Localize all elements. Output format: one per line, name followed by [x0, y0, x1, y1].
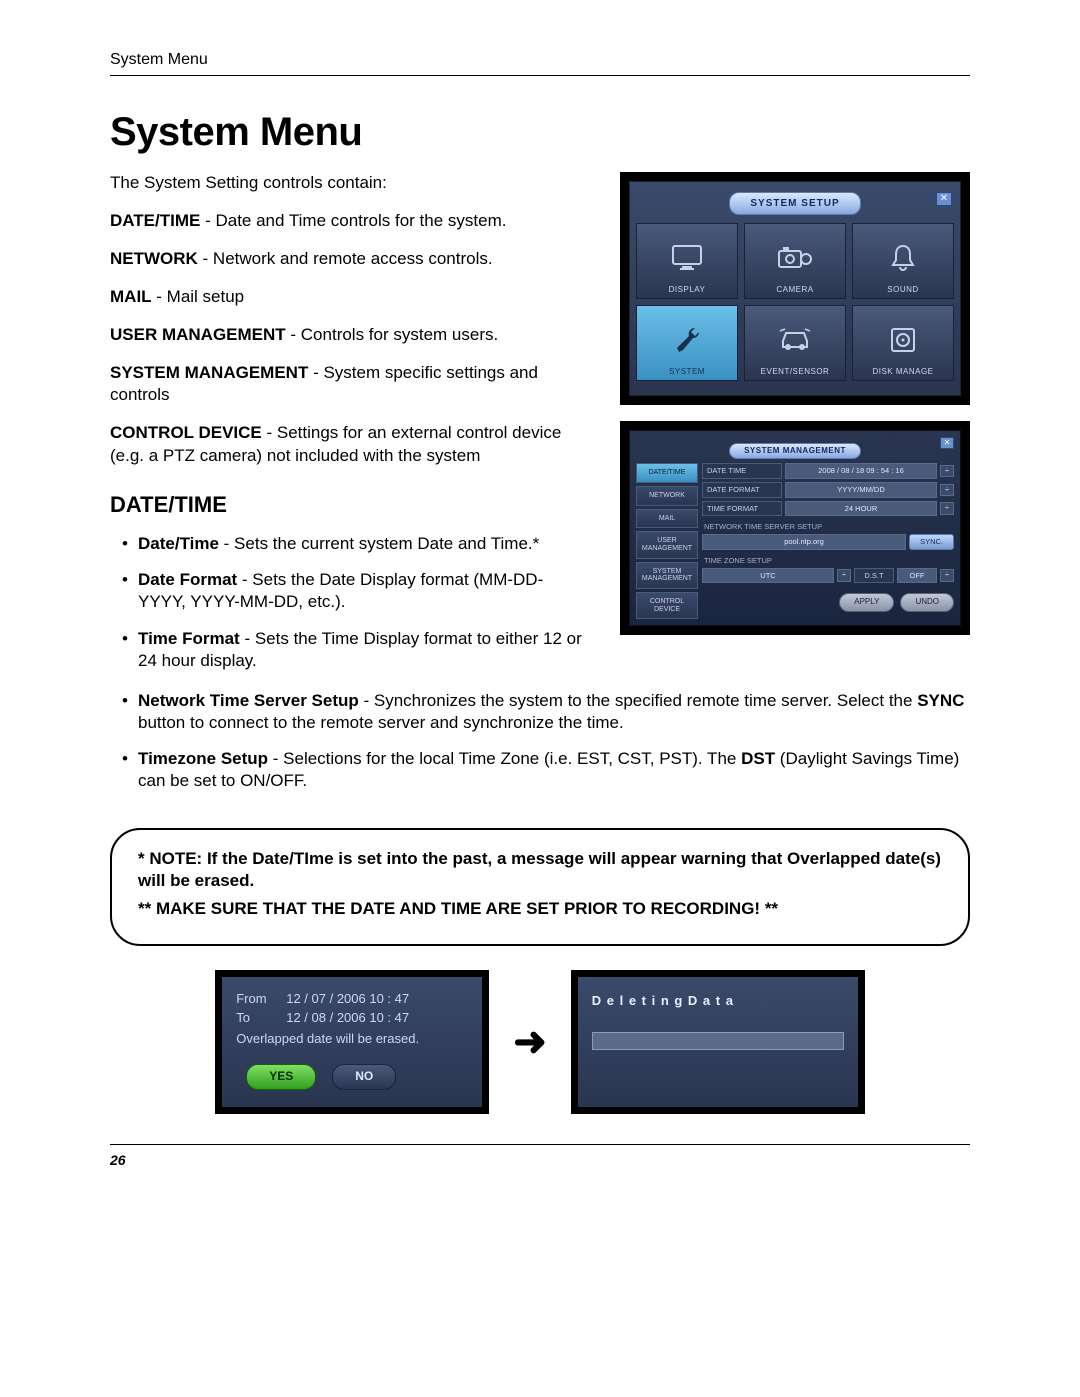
overlap-to: To12 / 08 / 2006 10 : 47 [236, 1010, 468, 1027]
spinner-icon[interactable]: ÷ [940, 484, 954, 496]
row-label-dateformat: DATE FORMAT [702, 482, 782, 498]
side-network[interactable]: NETWORK [636, 486, 698, 506]
disk-icon [888, 325, 918, 361]
setup-titlebar: SYSTEM SETUP [729, 192, 860, 215]
progress-bar [592, 1032, 844, 1050]
intro-text: The System Setting controls contain: [110, 172, 590, 194]
tz-value[interactable]: UTC [702, 568, 834, 584]
side-mail[interactable]: MAIL [636, 509, 698, 529]
tile-camera[interactable]: CAMERA [744, 223, 846, 299]
no-button[interactable]: NO [332, 1064, 396, 1090]
mgmt-sidebar: DATE/TIME NETWORK MAIL USER MANAGEMENT S… [636, 463, 698, 619]
row-val-dateformat[interactable]: YYYY/MM/DD [785, 482, 937, 498]
deleting-dialog: D e l e t i n g D a t a [571, 970, 865, 1114]
bullet-dateformat: Date Format - Sets the Date Display form… [138, 569, 590, 613]
datetime-heading: DATE/TIME [110, 491, 590, 520]
def-network: NETWORK - Network and remote access cont… [110, 248, 590, 270]
spinner-icon[interactable]: ÷ [837, 569, 851, 581]
camera-icon [777, 245, 813, 277]
overlap-from: From12 / 07 / 2006 10 : 47 [236, 991, 468, 1008]
nts-heading: NETWORK TIME SERVER SETUP [702, 520, 954, 534]
nts-server[interactable]: pool.ntp.org [702, 534, 906, 550]
footer-rule [110, 1144, 970, 1145]
right-column: SYSTEM SETUP ✕ DISPLAY CAMERA SOUND [620, 172, 970, 652]
row-val-datetime[interactable]: 2008 / 08 / 18 09 : 54 : 16 [785, 463, 937, 479]
spinner-icon[interactable]: ÷ [940, 465, 954, 477]
row-val-timeformat[interactable]: 24 HOUR [785, 501, 937, 517]
tile-diskmanage[interactable]: DISK MANAGE [852, 305, 954, 381]
car-icon [777, 327, 813, 359]
sync-button[interactable]: SYNC. [909, 534, 954, 550]
row-label-datetime: DATE TIME [702, 463, 782, 479]
deleting-title: D e l e t i n g D a t a [592, 993, 844, 1010]
running-header: System Menu [110, 50, 970, 71]
undo-button[interactable]: UNDO [900, 593, 954, 611]
spinner-icon[interactable]: ÷ [940, 502, 954, 514]
dst-label: D.S.T [854, 568, 894, 584]
arrow-icon: ➜ [513, 1016, 547, 1068]
mgmt-main: DATE TIME2008 / 08 / 18 09 : 54 : 16÷ DA… [702, 463, 954, 619]
page-number: 26 [110, 1151, 970, 1169]
bell-icon [888, 243, 918, 279]
left-column: The System Setting controls contain: DAT… [110, 172, 590, 686]
spinner-icon[interactable]: ÷ [940, 569, 954, 581]
page-title: System Menu [110, 106, 970, 158]
side-datetime[interactable]: DATE/TIME [636, 463, 698, 483]
tile-display[interactable]: DISPLAY [636, 223, 738, 299]
header-rule [110, 75, 970, 76]
system-mgmt-screenshot: SYSTEM MANAGEMENT ✕ DATE/TIME NETWORK MA… [620, 421, 970, 636]
bullet-timeformat: Time Format - Sets the Time Display form… [138, 628, 590, 672]
yes-button[interactable]: YES [246, 1064, 316, 1090]
wrench-icon [671, 324, 703, 362]
tile-sound[interactable]: SOUND [852, 223, 954, 299]
bullet-nts: Network Time Server Setup - Synchronizes… [138, 690, 970, 734]
monitor-icon [670, 244, 704, 278]
side-usermgmt[interactable]: USER MANAGEMENT [636, 531, 698, 558]
bullet-timezone: Timezone Setup - Selections for the loca… [138, 748, 970, 792]
side-ctrldev[interactable]: CONTROL DEVICE [636, 592, 698, 619]
overlap-msg: Overlapped date will be erased. [236, 1031, 468, 1048]
dst-value[interactable]: OFF [897, 568, 937, 584]
tile-eventsensor[interactable]: EVENT/SENSOR [744, 305, 846, 381]
note-line1: * NOTE: If the Date/TIme is set into the… [138, 848, 942, 892]
bullet-datetime: Date/Time - Sets the current system Date… [138, 533, 590, 555]
close-icon[interactable]: ✕ [936, 192, 952, 206]
overlap-dialog: From12 / 07 / 2006 10 : 47 To12 / 08 / 2… [215, 970, 489, 1114]
system-setup-screenshot: SYSTEM SETUP ✕ DISPLAY CAMERA SOUND [620, 172, 970, 405]
def-usermgmt: USER MANAGEMENT - Controls for system us… [110, 324, 590, 346]
def-mail: MAIL - Mail setup [110, 286, 590, 308]
def-datetime: DATE/TIME - Date and Time controls for t… [110, 210, 590, 232]
side-sysmgmt[interactable]: SYSTEM MANAGEMENT [636, 562, 698, 589]
note-line2: ** MAKE SURE THAT THE DATE AND TIME ARE … [138, 898, 942, 920]
row-label-timeformat: TIME FORMAT [702, 501, 782, 517]
note-box: * NOTE: If the Date/TIme is set into the… [110, 828, 970, 946]
mgmt-titlebar: SYSTEM MANAGEMENT [729, 443, 861, 459]
def-ctrldev: CONTROL DEVICE - Settings for an externa… [110, 422, 590, 466]
close-icon[interactable]: ✕ [940, 437, 954, 449]
def-sysmgmt: SYSTEM MANAGEMENT - System specific sett… [110, 362, 590, 406]
tile-system[interactable]: SYSTEM [636, 305, 738, 381]
tz-heading: TIME ZONE SETUP [702, 554, 954, 568]
apply-button[interactable]: APPLY [839, 593, 894, 611]
